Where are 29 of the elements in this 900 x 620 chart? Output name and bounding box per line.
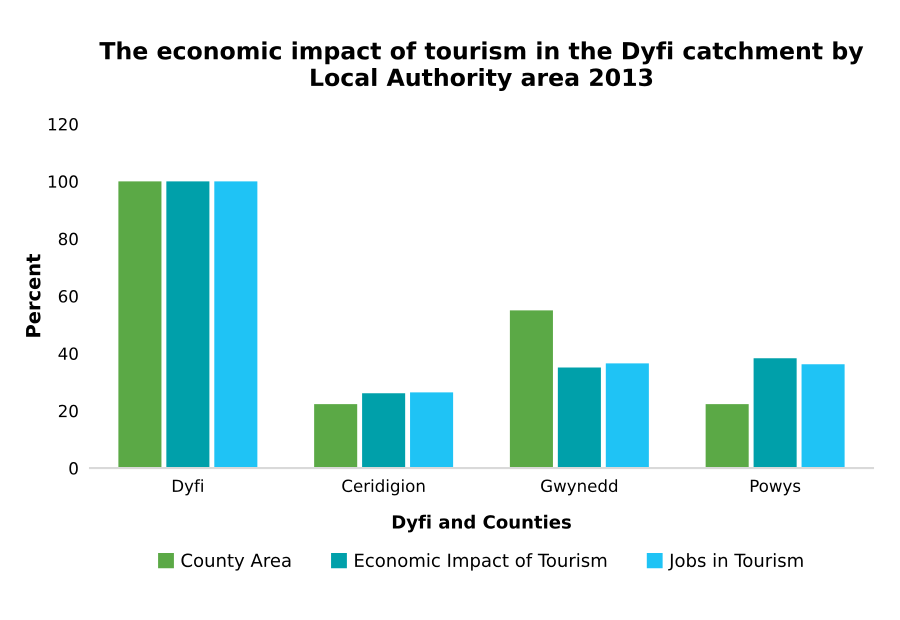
x-tick-label: Dyfi [172,479,203,496]
x-tick-label: Ceridigion [342,479,424,496]
bar [606,363,649,468]
y-axis-title: Percent [26,254,41,337]
bar [510,310,553,468]
bar [558,367,601,468]
bar [802,364,845,468]
y-tick-label: 80 [58,232,78,246]
legend-label: County Area [181,553,290,571]
y-tick-label: 20 [58,404,78,418]
y-tick-label: 60 [58,290,78,303]
bar [754,358,797,468]
bar [118,181,162,468]
bar [166,181,210,468]
bar [314,404,358,468]
x-tick-label: Gwynedd [541,479,618,496]
bar [214,181,258,468]
y-tick-label: 100 [48,175,78,188]
y-tick-label: 40 [58,347,78,360]
x-axis-title: Dyfi and Counties [392,514,571,532]
x-tick-label: Powys [750,480,800,496]
y-tick-label: 120 [48,118,78,131]
chart-title: The economic impact of tourism in the Dyfi catchment by Local Authority area 2013 [99,41,864,92]
y-tick-label: 0 [69,462,78,475]
bar [706,404,749,468]
legend-label: Economic Impact of Tourism [355,553,606,571]
bar [410,392,454,468]
bar [362,393,406,468]
legend-label: Jobs in Tourism [668,553,803,571]
